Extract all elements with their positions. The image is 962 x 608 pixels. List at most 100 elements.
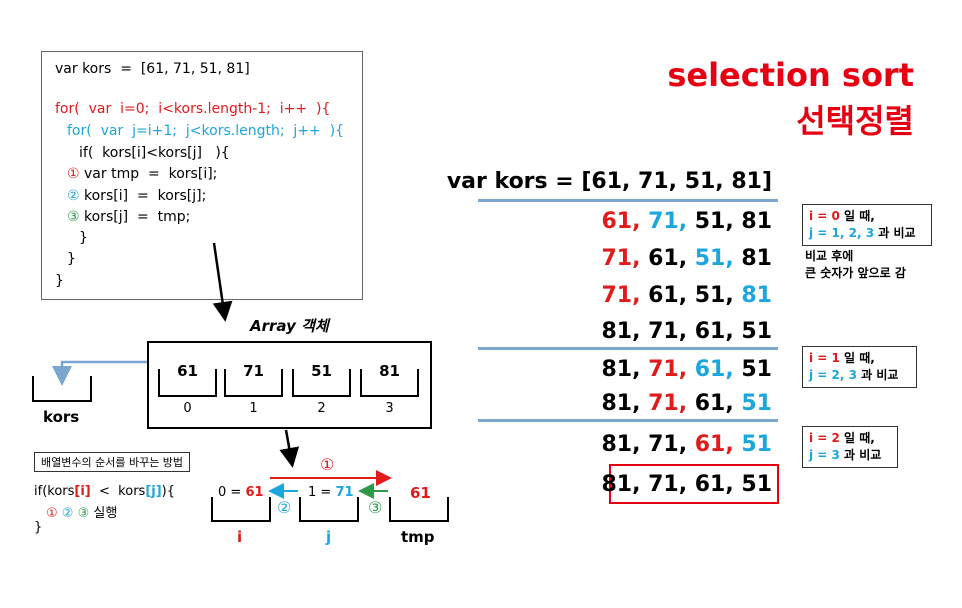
j-value-text: 1 = — [308, 485, 336, 500]
sort-step-segment: 71, — [601, 246, 641, 271]
sort-step-segment: 81 — [741, 283, 772, 308]
sort-step-row: 81, 71, 61, 51 — [601, 391, 772, 416]
sort-step-segment: 81, 71, — [601, 432, 695, 457]
sort-step-segment: 81, — [601, 391, 649, 416]
i-value-num: 61 — [245, 485, 264, 500]
step-1-marker: ① — [67, 166, 80, 182]
code-line-5: ① var tmp = kors[i]; — [67, 166, 217, 182]
code-line-4: if( kors[i]<kors[j] ){ — [79, 145, 230, 161]
after-compare-note-1: 비교 후에 — [805, 249, 854, 263]
code-line-7: ③ kors[j] = tmp; — [67, 209, 190, 225]
array-cell — [292, 369, 351, 397]
sort-step-segment: 81, 71, 61, 51 — [601, 319, 772, 344]
note-i2-j: j = 3 — [809, 448, 840, 462]
code-line-2: for( var i=0; i<kors.length-1; i++ ){ — [55, 101, 331, 117]
right-header: var kors = [61, 71, 51, 81] — [446, 169, 772, 194]
code-line-7-text: kors[j] = tmp; — [79, 209, 191, 225]
array-object-box — [147, 341, 432, 429]
swap-step-1: ① — [46, 506, 58, 521]
code-line-6: ② kors[i] = kors[j]; — [67, 188, 206, 204]
sort-step-segment: 51 — [741, 391, 772, 416]
separator — [478, 347, 778, 350]
note-i1: i = 1 일 때, j = 2, 3 과 비교 — [802, 346, 917, 388]
title-en: selection sort — [667, 56, 914, 94]
sort-step-segment: 81, — [601, 357, 649, 382]
sort-step-segment: 51, 81 — [687, 209, 772, 234]
swap-caption: 배열변수의 순서를 바꾸는 방법 — [34, 452, 191, 472]
sort-step-segment: 61, — [694, 432, 734, 457]
i-slot — [211, 497, 271, 522]
separator — [478, 419, 778, 422]
swap-arrow-2-label: ② — [277, 498, 292, 517]
code-line-1: var kors = [61, 71, 51, 81] — [55, 61, 250, 77]
swap-close: } — [34, 520, 43, 535]
array-value: 81 — [379, 362, 400, 380]
sort-step-segment: 61, — [640, 246, 695, 271]
sort-step-segment: 81 — [733, 246, 772, 271]
swap-cond-post: ){ — [161, 484, 175, 499]
array-value: 51 — [311, 362, 332, 380]
array-value: 61 — [177, 362, 198, 380]
note-i2-compare: 과 비교 — [839, 448, 882, 462]
swap-arrow-1-label: ① — [320, 455, 335, 474]
array-cell — [360, 369, 419, 397]
code-line-5-text: var tmp = kors[i]; — [79, 166, 218, 182]
sort-step-segment: 61, — [601, 209, 641, 234]
array-index: 2 — [317, 401, 326, 416]
j-slot — [299, 497, 359, 522]
note-i2: i = 2 일 때, j = 3 과 비교 — [802, 426, 898, 468]
array-index: 1 — [249, 401, 258, 416]
i-label: i — [237, 528, 243, 546]
note-i0-j: j = 1, 2, 3 — [809, 226, 875, 240]
note-i1-j: j = 2, 3 — [809, 368, 857, 382]
j-value-num: 71 — [335, 485, 354, 500]
swap-arrow-3-label: ③ — [368, 498, 383, 517]
code-close-outer: } — [55, 273, 64, 289]
note-i2-i: i = 2 — [809, 431, 840, 445]
sort-step-row: 61, 71, 51, 81 — [601, 209, 772, 234]
sort-step-segment: 61, — [687, 357, 734, 382]
tmp-value: 61 — [410, 484, 431, 502]
note-i0-when: 일 때, — [839, 209, 875, 223]
array-cell — [158, 369, 217, 397]
kors-label: kors — [43, 408, 80, 426]
after-compare-note: 비교 후에 큰 숫자가 앞으로 감 — [805, 248, 906, 282]
array-index: 3 — [385, 401, 394, 416]
after-compare-note-2: 큰 숫자가 앞으로 감 — [805, 266, 906, 280]
swap-cond-i: [i] — [74, 484, 91, 499]
sort-step-segment: 71, — [648, 357, 688, 382]
sort-step-row: 71, 61, 51, 81 — [601, 246, 772, 271]
code-line-6-text: kors[i] = kors[j]; — [79, 188, 207, 204]
code-to-array-arrow — [212, 242, 233, 322]
swap-steps-text: 실행 — [89, 506, 118, 521]
swap-step-3: ③ — [77, 506, 90, 521]
sort-step-row: 81, 71, 61, 51 — [601, 319, 772, 344]
sort-step-segment: 81, 71, 61, 51 — [601, 472, 772, 497]
note-i0-i: i = 0 — [809, 209, 840, 223]
sort-step-segment: 71, — [640, 209, 688, 234]
sort-step-row: 81, 71, 61, 51 — [601, 432, 772, 457]
code-line-3: for( var j=i+1; j<kors.length; j++ ){ — [67, 123, 345, 139]
sort-step-row-final: 81, 71, 61, 51 — [601, 472, 772, 497]
swap-step-2: ② — [61, 506, 74, 521]
sort-step-segment: 51, — [694, 246, 734, 271]
step-2-marker: ② — [67, 188, 80, 204]
tmp-label: tmp — [401, 528, 435, 546]
i-value-text: 0 = — [218, 485, 246, 500]
code-close-if: } — [79, 230, 88, 246]
code-box: var kors = [61, 71, 51, 81] for( var i=0… — [41, 51, 363, 300]
i-value: 0 = 61 — [218, 485, 264, 500]
note-i2-when: 일 때, — [839, 431, 875, 445]
j-value: 1 = 71 — [308, 485, 354, 500]
array-cell — [224, 369, 283, 397]
swap-cond-pre: if(kors — [34, 484, 75, 499]
sort-step-segment: 51 — [733, 432, 772, 457]
swap-cond-mid: < kors — [90, 484, 146, 499]
array-value: 71 — [243, 362, 264, 380]
array-object-label: Array 객체 — [250, 317, 329, 335]
swap-condition: if(kors[i] < kors[j]){ — [34, 484, 175, 499]
code-close-inner: } — [67, 251, 76, 267]
sort-step-segment: 71, — [648, 391, 688, 416]
note-i1-i: i = 1 — [809, 351, 840, 365]
sort-step-segment: 61, 51, — [640, 283, 742, 308]
